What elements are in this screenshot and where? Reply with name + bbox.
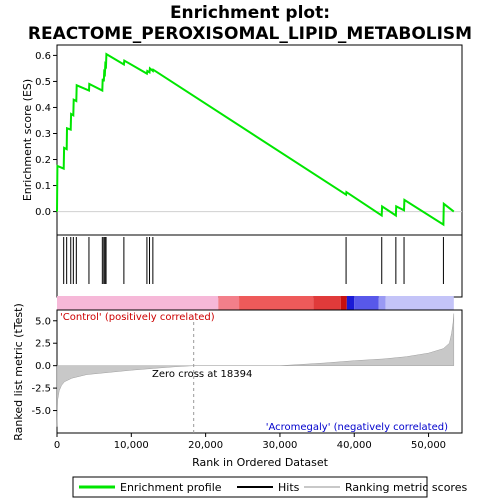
hits-panel [56, 234, 463, 310]
negative-label: 'Acromegaly' (negatively correlated) [266, 422, 448, 433]
es-panel: 0.0 0.1 0.2 0.3 0.4 0.5 0.6 Enrichment score (… [21, 44, 463, 236]
es-y-axis-label: Enrichment score (ES) [21, 79, 34, 201]
chart-title-line2: REACTOME_PEROXISOMAL_LIPID_METABOLISM [28, 24, 472, 44]
ranking-metric-area [56, 313, 455, 427]
ranking-colorbar-segment [218, 296, 240, 310]
x-axis-label: Rank in Ordered Dataset [192, 456, 329, 469]
ranking-colorbar-segment [378, 296, 386, 310]
zero-cross-label: Zero cross at 18394 [152, 369, 252, 380]
x-tick-label: 50,000 [411, 440, 446, 451]
ranking-colorbar-segment [313, 296, 341, 310]
es-y-tick-label: 0.2 [35, 155, 51, 166]
ranking-colorbar-segment [346, 296, 355, 310]
es-y-tick-label: 0.3 [35, 129, 51, 140]
chart-title-line1: Enrichment plot: [170, 3, 330, 23]
es-y-tick-label: 0.5 [35, 77, 51, 88]
es-panel-frame [56, 44, 463, 236]
ranking-colorbar-segment [385, 296, 454, 310]
metric-panel-frame [56, 309, 463, 434]
es-y-tick-label: 0.0 [35, 207, 51, 218]
es-profile-line [56, 52, 455, 227]
legend-ranking-label: Ranking metric scores [345, 481, 467, 494]
ranking-colorbar-segment [354, 296, 379, 310]
metric-y-tick-label: 0.0 [35, 361, 51, 372]
metric-panel: -5.0 -2.5 0.0 2.5 5.0 0 10,000 20,000 30,000 40,… [12, 303, 463, 469]
es-y-tick-label: 0.6 [35, 51, 51, 62]
positive-label: 'Control' (positively correlated) [60, 312, 215, 323]
legend-hits-label: Hits [278, 481, 300, 494]
x-tick-label: 40,000 [337, 440, 372, 451]
metric-y-tick-label: 2.5 [35, 339, 51, 350]
ranking-colorbar-segment [57, 296, 219, 310]
ranking-colorbar-segment [340, 296, 347, 310]
x-tick-label: 0 [54, 440, 60, 451]
x-tick-label: 20,000 [188, 440, 223, 451]
x-tick-label: 30,000 [262, 440, 297, 451]
metric-y-tick-label: -2.5 [31, 384, 51, 395]
metric-y-axis-label: Ranked list metric (tTest) [12, 303, 25, 440]
ranking-colorbar-segment [239, 296, 314, 310]
legend: Enrichment profile Hits Ranking metric s… [72, 476, 467, 498]
x-tick-label: 10,000 [114, 440, 149, 451]
es-y-tick-label: 0.4 [35, 103, 51, 114]
metric-y-tick-label: -5.0 [31, 406, 51, 417]
hits-panel-frame [56, 234, 463, 298]
metric-y-tick-label: 5.0 [35, 316, 51, 327]
es-y-tick-label: 0.1 [35, 181, 51, 192]
legend-enrichment-label: Enrichment profile [120, 481, 222, 494]
